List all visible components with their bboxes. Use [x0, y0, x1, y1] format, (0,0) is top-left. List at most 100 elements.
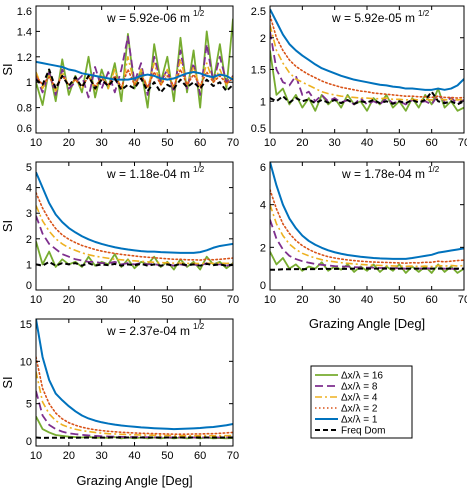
y-tick-label: 0.5 [251, 123, 266, 135]
legend-label: Δx/λ = 8 [341, 382, 378, 393]
series-line-5 [36, 171, 233, 254]
x-tick-label: 40 [361, 137, 373, 149]
panel-title-main: w = 2.37e-04 m [106, 324, 190, 338]
panel-title-sup: 1/2 [193, 9, 205, 18]
legend-label: Δx/λ = 2 [341, 404, 378, 415]
series-line-4 [36, 191, 233, 261]
series-line-2 [36, 35, 233, 99]
series-line-5 [270, 8, 464, 91]
y-axis-label: SI [0, 220, 15, 232]
series-group [270, 162, 464, 274]
y-axis-label: SI [0, 376, 15, 388]
series-line-1 [36, 18, 233, 109]
series-line-1 [270, 251, 464, 274]
x-tick-label: 10 [264, 294, 276, 306]
x-tick-label: 60 [426, 294, 438, 306]
y-tick-label: 1.4 [17, 26, 32, 38]
y-tick-label: 0.6 [17, 123, 32, 135]
y-tick-label: 0 [260, 280, 266, 292]
series-line-4 [270, 14, 464, 99]
y-tick-label: 0.8 [17, 103, 32, 115]
panel-title-sup: 1/2 [193, 165, 205, 174]
y-tick-label: 15 [20, 319, 32, 331]
x-tick-label: 30 [329, 137, 341, 149]
y-tick-label: 1 [26, 77, 32, 89]
x-tick-label: 40 [128, 294, 140, 306]
y-tick-label: 1.2 [17, 52, 32, 64]
x-tick-label: 20 [63, 294, 75, 306]
panel-2: 10 20 30 40 50 60 70 0.5 1 1.5 2 2.5 w = 5.92e-05 m1… [251, 5, 467, 149]
x-tick-label: 40 [128, 450, 140, 462]
x-tick-label: 60 [426, 137, 438, 149]
x-tick-label: 30 [96, 137, 108, 149]
y-tick-label: 6 [260, 162, 266, 174]
y-axis-label: SI [0, 63, 15, 75]
y-tick-label: 2 [260, 33, 266, 45]
x-tick-label: 30 [96, 294, 108, 306]
x-tick-label: 10 [30, 137, 42, 149]
legend-label: Freq Dom [341, 426, 385, 437]
y-tick-label: 0 [26, 436, 32, 448]
panel-3: 10 20 30 40 50 60 70 0 1 2 3 4 5 SI w = 1.18e-04 m 1/2 [0, 161, 239, 306]
x-tick-label: 60 [194, 137, 206, 149]
x-tick-label: 60 [194, 294, 206, 306]
legend-label: Δx/λ = 4 [341, 393, 378, 404]
legend-box [310, 365, 413, 439]
y-tick-label: 0 [26, 280, 32, 292]
y-tick-label: 1 [26, 259, 32, 271]
series-line-6 [270, 267, 464, 271]
series-line-5 [270, 162, 464, 260]
series-group [36, 171, 233, 271]
y-tick-label: 2 [260, 242, 266, 254]
x-tick-label: 30 [329, 294, 341, 306]
x-tick-label: 50 [393, 294, 405, 306]
x-tick-label: 30 [96, 450, 108, 462]
panel-title: w = 5.92e-05 m 1/2 [331, 9, 430, 25]
legend-label: Δx/λ = 16 [341, 371, 383, 382]
series-line-5 [36, 60, 233, 81]
x-tick-label: 20 [296, 137, 308, 149]
panel-title-main: w = 1.78e-04 m [341, 167, 425, 181]
panel-title-sup: 1/2 [428, 165, 440, 174]
series-group [270, 8, 464, 112]
x-tick-label: 20 [63, 137, 75, 149]
panel-title-main: w = 5.92e-06 m [106, 11, 190, 25]
plot-frame [269, 5, 465, 134]
y-tick-label: 3 [26, 208, 32, 220]
y-tick-label: 4 [260, 200, 266, 212]
x-tick-label: 40 [128, 137, 140, 149]
panel-title-main: w = 5.92e-05 m [331, 11, 415, 25]
series-line-6 [36, 260, 233, 267]
x-tick-label: 10 [30, 450, 42, 462]
y-tick-label: 4 [26, 183, 32, 195]
series-line-2 [36, 390, 233, 439]
x-tick-label: 50 [161, 137, 173, 149]
y-tick-label: 10 [20, 356, 32, 368]
x-tick-label: 10 [30, 294, 42, 306]
series-line-5 [36, 319, 233, 431]
y-tick-label: 1.6 [17, 6, 32, 18]
x-axis-label: Grazing Angle [Deg] [309, 316, 425, 331]
panel-title-sup: 1/2 [418, 9, 430, 18]
panel-title-sup: 1/2 [193, 322, 205, 331]
series-line-3 [270, 204, 464, 268]
x-axis-label: Grazing Angle [Deg] [76, 473, 192, 488]
x-tick-label: 70 [227, 137, 239, 149]
x-tick-label: 20 [296, 294, 308, 306]
panel-title: w = 2.37e-04 m 1/2 [106, 322, 205, 338]
panel-title: w = 1.18e-04 m 1/2 [106, 165, 205, 181]
panel-title-main: w = 1.18e-04 m [106, 167, 190, 181]
y-tick-label: 1 [260, 96, 266, 108]
series-line-2 [36, 215, 233, 267]
series-group [36, 18, 233, 109]
x-tick-label: 70 [458, 294, 467, 306]
series-group [36, 319, 233, 440]
series-line-4 [270, 188, 464, 264]
panel-title: w = 1.78e-04 m 1/2 [341, 165, 440, 181]
series-line-3 [270, 24, 464, 101]
series-line-3 [36, 371, 233, 437]
x-tick-label: 70 [458, 137, 467, 149]
x-tick-label: 50 [393, 137, 405, 149]
